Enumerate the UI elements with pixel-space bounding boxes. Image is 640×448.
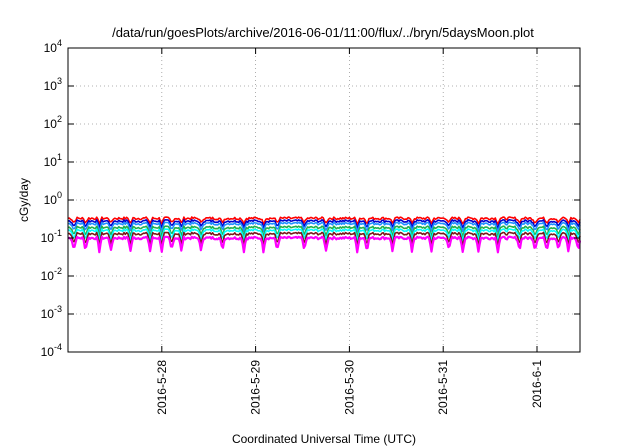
chart-title: /data/run/goesPlots/archive/2016-06-01/1… [112, 25, 534, 40]
y-tick-label: 101 [44, 152, 62, 169]
y-axis: 10-4 10-3 10-2 10-1 100 101 102 103 104 [41, 38, 580, 359]
y-axis-label: cGy/day [17, 178, 31, 222]
x-tick-label: 2016-5-30 [342, 360, 356, 415]
series-line [67, 231, 581, 247]
x-axis-label: Coordinated Universal Time (UTC) [232, 432, 416, 446]
series-line [67, 228, 581, 242]
x-tick-label: 2016-5-28 [155, 360, 169, 415]
x-tick-label: 2016-5-31 [436, 360, 450, 415]
y-tick-label: 103 [44, 76, 62, 93]
series-line [67, 219, 581, 229]
y-tick-label: 10-4 [41, 342, 62, 359]
y-tick-label: 104 [44, 38, 62, 55]
x-axis: 2016-5-28 2016-5-29 2016-5-30 2016-5-31 2016… [155, 48, 544, 415]
grid [68, 48, 580, 352]
series-line [67, 221, 581, 233]
series-line [67, 216, 581, 225]
y-tick-label: 10-3 [41, 304, 62, 321]
y-tick-label: 102 [44, 114, 62, 131]
y-tick-label: 100 [44, 190, 62, 207]
y-tick-label: 10-2 [41, 266, 62, 283]
x-tick-label: 2016-5-29 [249, 360, 263, 415]
series-line [67, 235, 582, 254]
data-series [67, 216, 582, 254]
x-tick-label: 2016-6-1 [530, 360, 544, 408]
y-tick-label: 10-1 [41, 228, 62, 245]
